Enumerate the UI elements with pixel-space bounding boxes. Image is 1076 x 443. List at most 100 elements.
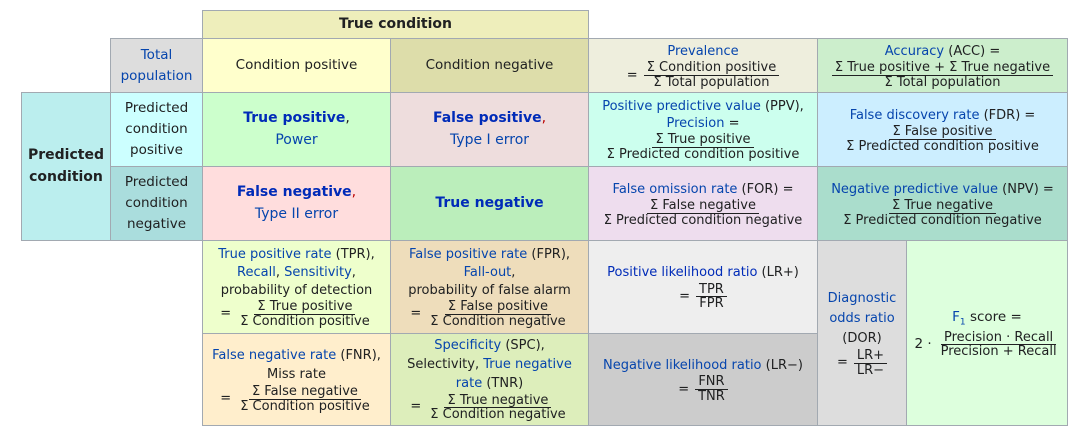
tnr-link[interactable]: True negative rate	[455, 356, 572, 391]
accuracy-cell: Accuracy (ACC) = Σ True positive + Σ Tru…	[817, 38, 1068, 93]
prevalence-link[interactable]: Prevalence	[667, 43, 739, 59]
dor-link-line2[interactable]: odds ratio	[829, 310, 895, 326]
lr-negative-eq: =	[678, 381, 690, 397]
accuracy-fraction: Σ True positive + Σ True negative Σ Tota…	[831, 61, 1054, 89]
false-negative-cell: False negative, Type II error	[202, 166, 391, 241]
f1-subscript: 1	[959, 317, 966, 328]
prevalence-denominator: Σ Total population	[653, 74, 770, 90]
tpr-sep: ,	[275, 264, 285, 280]
lr-negative-fraction: FNR TNR	[695, 375, 728, 403]
false-positive-link[interactable]: False positive	[432, 109, 542, 126]
fpr-abbr: (FPR),	[527, 246, 571, 262]
ppv-cell: Positive predictive value (PPV), Precisi…	[588, 92, 818, 167]
dor-denominator: LR−	[856, 362, 885, 378]
lr-positive-abbr: (LR+)	[757, 265, 799, 281]
tnr-abbr: (TNR)	[482, 375, 524, 391]
fdr-abbr: (FDR) =	[979, 107, 1036, 123]
precision-link[interactable]: Precision	[666, 116, 725, 132]
f1-fraction: Precision · Recall Precision + Recall	[938, 331, 1060, 359]
npv-denominator: Σ Predicted condition negative	[843, 212, 1042, 228]
lr-negative-numerator: FNR	[695, 375, 728, 390]
lr-positive-denominator: FPR	[699, 296, 724, 312]
dor-abbr: (DOR)	[842, 330, 882, 346]
fpr-comma: ,	[511, 264, 516, 280]
tpr-denominator: Σ Condition positive	[240, 313, 370, 329]
lr-positive-fraction: TPR FPR	[696, 282, 727, 312]
npv-cell: Negative predictive value (NPV) = Σ True…	[817, 166, 1068, 241]
fall-out-link[interactable]: Fall-out	[463, 264, 512, 280]
fnr-link[interactable]: False negative rate	[212, 347, 337, 363]
prevalence-eq: =	[626, 67, 638, 83]
lr-positive-numerator: TPR	[696, 282, 727, 298]
for-link[interactable]: False omission rate	[612, 181, 738, 197]
recall-link[interactable]: Recall	[237, 264, 276, 280]
type-ii-error-link[interactable]: Type II error	[254, 205, 339, 222]
tpr-abbr: (TPR),	[331, 246, 375, 262]
ppv-denominator: Σ Predicted condition positive	[606, 146, 800, 162]
fnr-abbr: (FNR),	[336, 347, 381, 363]
tpr-prob: probability of detection	[220, 282, 373, 298]
tpr-cell: True positive rate (TPR), Recall, Sensit…	[202, 240, 391, 334]
lr-negative-abbr: (LR−)	[761, 357, 803, 373]
accuracy-numerator: Σ True positive + Σ True negative	[831, 61, 1054, 76]
for-fraction: Σ False negative Σ Predicted condition n…	[601, 199, 806, 227]
tpr-link[interactable]: True positive rate	[218, 246, 332, 262]
npv-link[interactable]: Negative predictive value	[831, 181, 999, 197]
fnr-cell: False negative rate (FNR), Miss rate = Σ…	[202, 333, 391, 426]
prevalence-numerator: Σ Condition positive	[643, 61, 780, 76]
predicted-condition-label: Predicted condition	[28, 146, 104, 185]
true-negative-cell: True negative	[390, 166, 589, 241]
fpr-link[interactable]: False positive rate	[408, 246, 528, 262]
fpr-prob: probability of false alarm	[408, 282, 571, 298]
accuracy-abbr: (ACC) =	[944, 43, 1001, 59]
true-positive-link[interactable]: True positive	[243, 109, 346, 126]
condition-negative-cell: Condition negative	[390, 38, 589, 93]
lr-negative-denominator: TNR	[698, 388, 725, 404]
f1-numerator: Precision · Recall	[940, 331, 1057, 346]
dor-link-line1[interactable]: Diagnostic	[827, 290, 897, 306]
lr-negative-link[interactable]: Negative likelihood ratio	[603, 357, 762, 373]
lr-positive-cell: Positive likelihood ratio (LR+) = TPR FP…	[588, 240, 818, 334]
fdr-link[interactable]: False discovery rate	[849, 107, 980, 123]
for-denominator: Σ Predicted condition negative	[603, 212, 803, 228]
specificity-eq: =	[410, 399, 422, 415]
true-negative-link[interactable]: True negative	[435, 194, 544, 211]
for-cell: False omission rate (FOR) = Σ False nega…	[588, 166, 818, 241]
npv-numerator: Σ True negative	[889, 199, 996, 214]
for-abbr: (FOR) =	[737, 181, 794, 197]
sensitivity-link[interactable]: Sensitivity	[284, 264, 352, 280]
f1-score-link[interactable]: F1	[952, 309, 966, 328]
specificity-numerator: Σ True negative	[444, 393, 552, 409]
precision-eq: =	[724, 116, 740, 132]
specificity-denominator: Σ Condition negative	[430, 407, 566, 423]
fdr-denominator: Σ Predicted condition positive	[846, 138, 1039, 154]
fnr-denominator: Σ Condition positive	[240, 398, 370, 414]
false-negative-link[interactable]: False negative	[236, 183, 352, 200]
lr-negative-cell: Negative likelihood ratio (LR−) = FNR TN…	[588, 333, 818, 426]
ppv-link[interactable]: Positive predictive value	[602, 98, 761, 114]
dor-cell: Diagnostic odds ratio (DOR) = LR+ LR−	[817, 240, 907, 426]
specificity-fraction: Σ True negative Σ Condition negative	[427, 393, 568, 423]
condition-positive-label: Condition positive	[235, 57, 358, 74]
tpr-numerator: Σ True positive	[254, 300, 356, 315]
total-population-link[interactable]: Total population	[120, 46, 193, 84]
predicted-condition-header: Predicted condition	[21, 92, 111, 241]
tpr-eq: =	[220, 306, 232, 322]
total-population-cell: Total population	[110, 38, 203, 93]
f1-prefix: 2 ·	[914, 336, 932, 353]
fpr-eq: =	[410, 306, 422, 322]
specificity-link[interactable]: Specificity	[434, 338, 502, 354]
ppv-numerator: Σ True positive	[652, 133, 754, 148]
true-condition-label: True condition	[338, 15, 453, 32]
tpr-comma: ,	[351, 264, 356, 280]
lr-positive-link[interactable]: Positive likelihood ratio	[607, 265, 758, 281]
f1-score-cell: F1 score = 2 · Precision · Recall Precis…	[906, 240, 1068, 426]
type-i-error-link[interactable]: Type I error	[449, 131, 530, 148]
accuracy-link[interactable]: Accuracy	[884, 43, 945, 59]
true-positive-cell: True positive, Power	[202, 92, 391, 167]
power-link[interactable]: Power	[275, 131, 318, 148]
predicted-condition-negative-cell: Predicted condition negative	[110, 166, 203, 241]
f1-denominator: Precision + Recall	[940, 344, 1057, 360]
selectivity-label: Selectivity,	[407, 356, 484, 372]
specificity-abbr: (SPC),	[501, 338, 545, 354]
